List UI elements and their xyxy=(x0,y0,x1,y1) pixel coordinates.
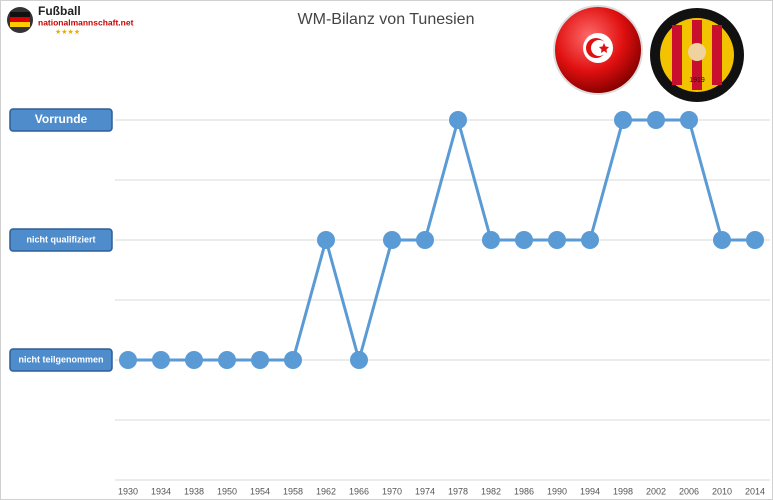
x-tick-label: 1930 xyxy=(118,486,138,496)
point xyxy=(680,111,698,129)
point xyxy=(350,351,368,369)
x-tick-label: 2002 xyxy=(646,486,666,496)
flag-icon xyxy=(553,5,643,95)
x-tick-label: 1966 xyxy=(349,486,369,496)
y-tick-label: nicht teilgenommen xyxy=(18,354,103,364)
point xyxy=(746,231,764,249)
x-tick-label: 1934 xyxy=(151,486,171,496)
logo-line2: nationalmannschaft.net xyxy=(38,17,134,27)
point xyxy=(317,231,335,249)
point xyxy=(482,231,500,249)
point xyxy=(251,351,269,369)
point xyxy=(515,231,533,249)
y-tick-box xyxy=(9,348,113,372)
point xyxy=(548,231,566,249)
y-tick-label: nicht qualifiziert xyxy=(26,234,95,244)
chart-title: WM-Bilanz von Tunesien xyxy=(298,11,475,28)
x-tick-label: 1994 xyxy=(580,486,600,496)
x-tick-label: 1938 xyxy=(184,486,204,496)
badge-year: 1919 xyxy=(689,77,705,84)
x-tick-label: 1954 xyxy=(250,486,270,496)
point xyxy=(614,111,632,129)
point xyxy=(119,351,137,369)
point xyxy=(449,111,467,129)
point xyxy=(284,351,302,369)
site-logo: Fußball nationalmannschaft.net ★★★★ xyxy=(7,4,134,36)
x-tick-label: 2010 xyxy=(712,486,732,496)
y-tick-box xyxy=(9,228,113,252)
x-tick-label: 1990 xyxy=(547,486,567,496)
x-tick-label: 2006 xyxy=(679,486,699,496)
point xyxy=(647,111,665,129)
point xyxy=(713,231,731,249)
x-tick-label: 2014 xyxy=(745,486,765,496)
y-tick-label: Vorrunde xyxy=(35,112,88,126)
x-tick-label: 1978 xyxy=(448,486,468,496)
x-tick-label: 1950 xyxy=(217,486,237,496)
point xyxy=(383,231,401,249)
x-tick-label: 1982 xyxy=(481,486,501,496)
x-tick-label: 1958 xyxy=(283,486,303,496)
svg-text:★★★★: ★★★★ xyxy=(55,28,80,36)
point xyxy=(218,351,236,369)
point xyxy=(185,351,203,369)
point xyxy=(152,351,170,369)
logo-line1: Fußball xyxy=(38,4,81,18)
x-tick-label: 1998 xyxy=(613,486,633,496)
point xyxy=(581,231,599,249)
x-tick-label: 1970 xyxy=(382,486,402,496)
y-tick-box xyxy=(9,108,113,132)
club-badge: 1919 xyxy=(650,8,744,102)
x-tick-label: 1962 xyxy=(316,486,336,496)
x-tick-label: 1986 xyxy=(514,486,534,496)
x-tick-label: 1974 xyxy=(415,486,435,496)
point xyxy=(416,231,434,249)
